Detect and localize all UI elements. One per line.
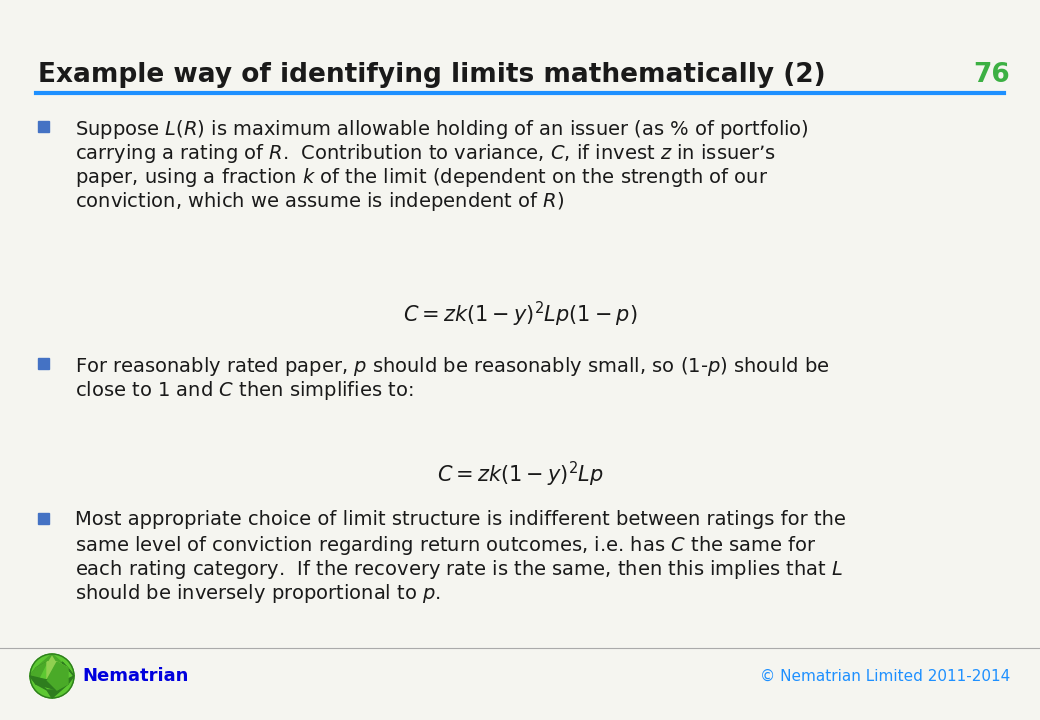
Polygon shape: [47, 654, 57, 662]
Polygon shape: [52, 654, 68, 668]
Polygon shape: [47, 662, 57, 680]
Text: $C = zk\left(1-y\right)^{2} Lp$: $C = zk\left(1-y\right)^{2} Lp$: [437, 460, 603, 489]
Polygon shape: [47, 662, 68, 680]
Text: Nematrian: Nematrian: [82, 667, 188, 685]
Text: carrying a rating of $R$.  Contribution to variance, $C$, if invest $z$ in issue: carrying a rating of $R$. Contribution t…: [75, 142, 776, 165]
Polygon shape: [47, 662, 68, 668]
Polygon shape: [30, 662, 47, 684]
Text: Suppose $L(R)$ is maximum allowable holding of an issuer (as % of portfolio): Suppose $L(R)$ is maximum allowable hold…: [75, 118, 809, 141]
Text: each rating category.  If the recovery rate is the same, then this implies that : each rating category. If the recovery ra…: [75, 558, 843, 581]
Polygon shape: [62, 662, 74, 676]
Text: should be inversely proportional to $p$.: should be inversely proportional to $p$.: [75, 582, 441, 605]
Text: close to 1 and $C$ then simplifies to:: close to 1 and $C$ then simplifies to:: [75, 379, 413, 402]
Text: Example way of identifying limits mathematically (2): Example way of identifying limits mathem…: [38, 62, 826, 88]
Text: same level of conviction regarding return outcomes, i.e. has $C$ the same for: same level of conviction regarding retur…: [75, 534, 816, 557]
Circle shape: [30, 654, 74, 698]
Polygon shape: [36, 654, 52, 668]
Polygon shape: [30, 676, 47, 684]
Text: 76: 76: [973, 62, 1010, 88]
Text: © Nematrian Limited 2011-2014: © Nematrian Limited 2011-2014: [760, 668, 1010, 683]
Polygon shape: [30, 662, 47, 676]
Polygon shape: [36, 680, 57, 690]
Bar: [38, 358, 49, 369]
Polygon shape: [47, 668, 68, 684]
Text: conviction, which we assume is independent of $R$): conviction, which we assume is independe…: [75, 190, 564, 213]
Text: For reasonably rated paper, $p$ should be reasonably small, so (1-$p$) should be: For reasonably rated paper, $p$ should b…: [75, 355, 830, 378]
Text: $C = zk\left(1-y\right)^{2} Lp\left(1-p\right)$: $C = zk\left(1-y\right)^{2} Lp\left(1-p\…: [402, 300, 638, 329]
Polygon shape: [47, 680, 68, 690]
Bar: [38, 513, 49, 523]
Bar: [38, 120, 49, 132]
Text: Most appropriate choice of limit structure is indifferent between ratings for th: Most appropriate choice of limit structu…: [75, 510, 846, 529]
Polygon shape: [47, 690, 57, 698]
Text: paper, using a fraction $k$ of the limit (dependent on the strength of our: paper, using a fraction $k$ of the limit…: [75, 166, 769, 189]
Polygon shape: [52, 684, 68, 698]
Polygon shape: [30, 662, 47, 676]
Polygon shape: [62, 676, 74, 684]
Polygon shape: [30, 676, 47, 690]
